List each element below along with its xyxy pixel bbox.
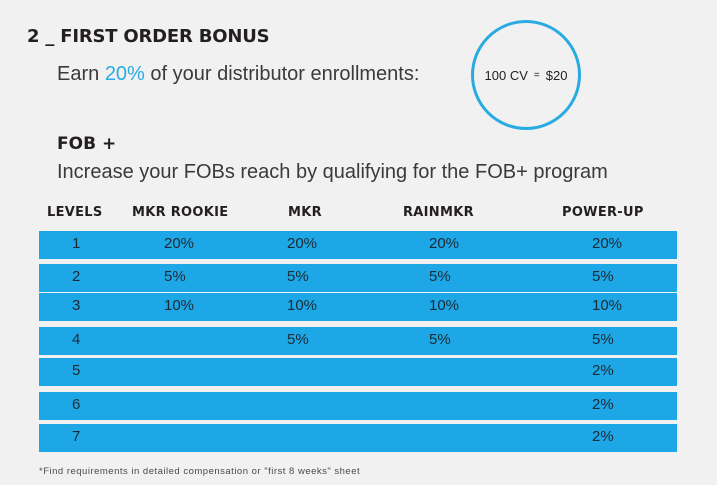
cell-power-up: 10% [592,297,623,314]
table-row: 1 20% 20% 20% 20% [39,231,677,259]
cell-level: 5 [72,362,81,379]
cell-power-up: 2% [592,362,614,379]
cell-level: 2 [72,268,81,285]
cell-level: 1 [72,235,81,252]
cell-mkr: 5% [287,331,309,348]
table-row: 3 10% 10% 10% 10% [39,293,677,321]
cv-equals: = [533,69,540,81]
earn-prefix: Earn [57,63,105,85]
cell-mkr-rookie: 20% [164,235,195,252]
cell-mkr-rookie: 10% [164,297,195,314]
cv-amount: $20 [545,67,568,83]
cell-mkr: 5% [287,268,309,285]
table-row: 4 5% 5% 5% [39,327,677,355]
earn-percent: 20% [104,63,145,85]
cell-power-up: 5% [592,331,614,348]
table-row: 2 5% 5% 5% 5% [39,264,677,292]
earn-suffix: of your distributor enrollments: [144,63,420,85]
cell-rainmkr: 10% [429,297,460,314]
earn-line: Earn 20% of your distributor enrollments… [57,63,419,86]
table-header: LEVELS MKR ROOKIE MKR RAINMKR POWER-UP [39,205,677,225]
cell-rainmkr: 20% [429,235,460,252]
cell-mkr-rookie: 5% [164,268,186,285]
cell-mkr: 20% [287,235,318,252]
table-row: 7 2% [39,424,677,452]
header-rainmkr: RAINMKR [403,205,474,220]
cell-level: 6 [72,396,81,413]
cell-level: 7 [72,428,81,445]
cell-power-up: 2% [592,428,614,445]
cell-power-up: 2% [592,396,614,413]
cell-power-up: 5% [592,268,614,285]
footnote: *Find requirements in detailed compensat… [39,466,361,477]
table-row: 6 2% [39,392,677,420]
cell-rainmkr: 5% [429,268,451,285]
header-mkr: MKR [288,205,322,220]
cv-value: 100 CV [484,67,528,83]
cv-bubble: 100 CV = $20 [471,20,581,130]
fob-levels-table: LEVELS MKR ROOKIE MKR RAINMKR POWER-UP 1… [39,205,677,452]
fob-plus-title: FOB + [57,134,117,154]
header-levels: LEVELS [47,205,103,220]
cell-mkr: 10% [287,297,318,314]
fob-plus-description: Increase your FOBs reach by qualifying f… [57,161,608,183]
section-title: 2 _ FIRST ORDER BONUS [27,26,270,47]
cell-level: 3 [72,297,81,314]
cell-power-up: 20% [592,235,623,252]
header-power-up: POWER-UP [562,205,644,220]
cell-rainmkr: 5% [429,331,451,348]
cell-level: 4 [72,331,81,348]
header-mkr-rookie: MKR ROOKIE [132,205,229,220]
table-row: 5 2% [39,358,677,386]
